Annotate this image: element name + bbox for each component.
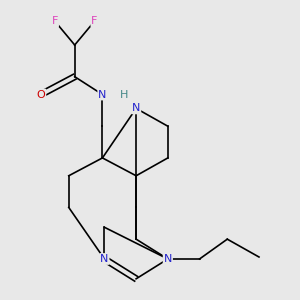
Text: F: F xyxy=(91,16,98,26)
Text: N: N xyxy=(100,254,109,264)
Text: N: N xyxy=(132,103,140,113)
Text: N: N xyxy=(164,254,172,264)
Text: N: N xyxy=(98,89,106,100)
Text: F: F xyxy=(52,16,58,26)
Text: O: O xyxy=(37,89,45,100)
Text: H: H xyxy=(120,89,128,100)
